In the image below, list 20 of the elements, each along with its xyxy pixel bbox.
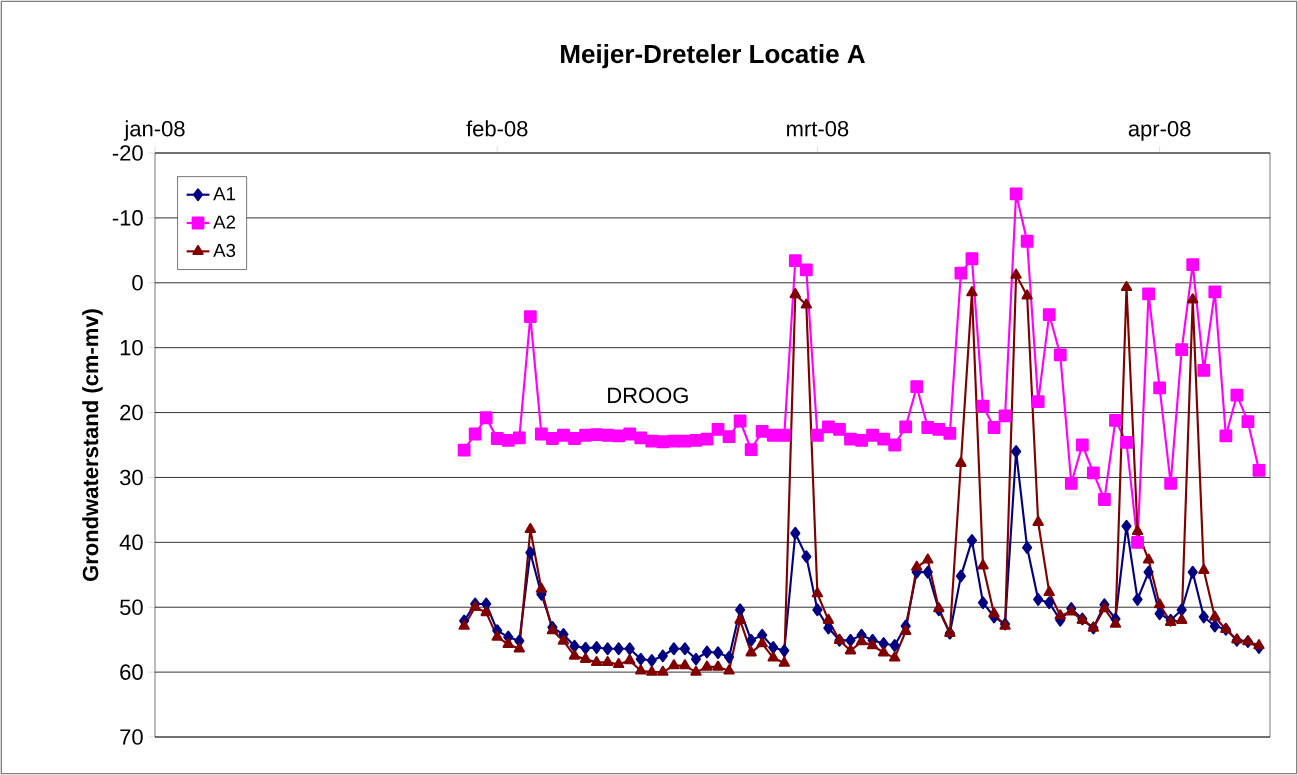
y-tick-label: 0: [132, 274, 143, 291]
y-tick-label: 20: [120, 404, 143, 421]
x-tick-label: apr-08: [1128, 120, 1191, 141]
y-axis-title: Grondwaterstand (cm-mv): [82, 309, 103, 582]
y-tick-label: 60: [120, 664, 143, 680]
legend-label: A1: [213, 187, 236, 201]
annotation: DROOG: [608, 387, 688, 404]
y-tick-label: 50: [120, 599, 143, 616]
y-tick-label: -10: [112, 210, 143, 226]
x-tick-label: mrt-08: [787, 120, 849, 137]
chart-title: Meijer-Dreteler Locatie A: [561, 44, 865, 69]
legend-label: A2: [213, 215, 236, 229]
x-tick-label: jan-08: [123, 120, 185, 141]
y-tick-label: 30: [119, 469, 143, 486]
y-tick-label: 10: [120, 339, 143, 356]
y-tick-label: -20: [112, 145, 143, 161]
y-tick-label: 40: [119, 534, 143, 551]
x-tick-label: feb-08: [466, 120, 528, 137]
y-tick-label: 70: [120, 729, 143, 745]
legend-label: A3: [213, 243, 236, 258]
